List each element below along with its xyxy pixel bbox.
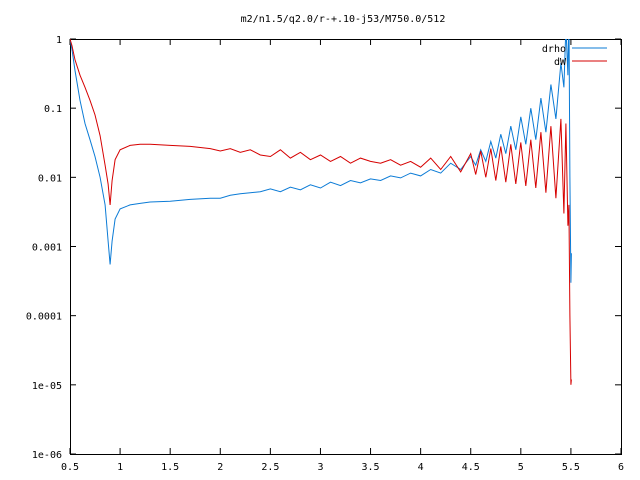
x-tick-label: 6 [618,462,624,473]
y-tick-label: 1e-05 [32,381,62,392]
y-axis: 1 0.1 0.01 0.001 0.0001 1e-05 1e-06 [26,35,621,461]
series-line-drho [70,39,572,283]
y-tick-label: 0.01 [38,173,62,184]
plot-frame [70,39,622,455]
x-tick-label: 2 [217,462,223,473]
x-tick-label: 3.5 [362,462,380,473]
y-tick-label: 1e-06 [32,450,62,461]
x-tick-label: 5.5 [562,462,580,473]
x-tick-label: 2.5 [261,462,279,473]
y-tick-label: 0.001 [32,243,62,254]
y-tick-label: 1 [56,35,62,46]
x-axis: 0.5 1 1.5 2 2.5 3 3.5 4 4.5 5 5.5 6 [61,39,624,473]
legend: drho dW [542,44,607,68]
x-tick-label: 1.5 [161,462,179,473]
y-tick-label: 0.0001 [26,312,62,323]
legend-label-drho: drho [542,44,566,55]
y-tick-label: 0.1 [44,104,62,115]
x-tick-label: 5 [518,462,524,473]
series-line-dw [70,39,572,385]
chart-title: m2/n1.5/q2.0/r-+.10-j53/M750.0/512 [241,14,446,25]
series-layer [70,39,572,385]
x-tick-label: 4 [418,462,424,473]
legend-label-dw: dW [554,57,567,68]
x-tick-label: 3 [317,462,323,473]
x-tick-label: 4.5 [462,462,480,473]
x-tick-label: 0.5 [61,462,79,473]
x-tick-label: 1 [117,462,123,473]
